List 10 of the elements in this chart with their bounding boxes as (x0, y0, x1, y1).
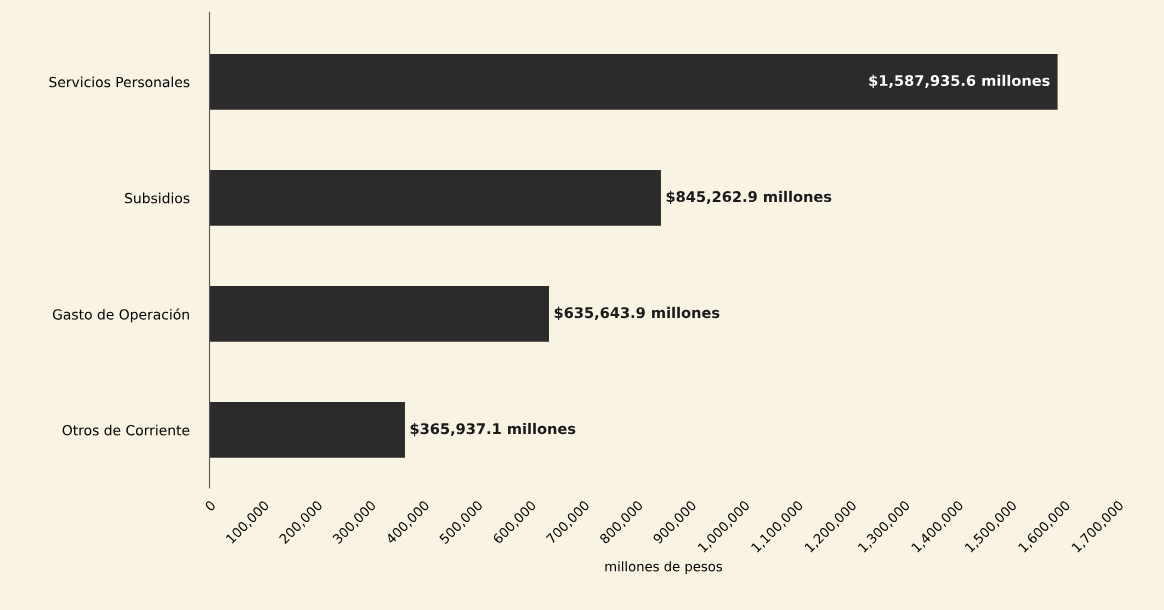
x-axis-title: millones de pesos (605, 561, 723, 574)
data-label: $365,937.1 millones (410, 422, 576, 437)
x-tick-label: 0 (204, 499, 217, 512)
y-tick-label: Subsidios (125, 192, 190, 204)
y-tick-label: Gasto de Operación (52, 308, 189, 323)
y-tick-label: Servicios Personales (49, 76, 190, 88)
y-tick-label: Otros de Corriente (62, 424, 190, 436)
data-label: $845,262.9 millones (666, 190, 832, 205)
data-label: $635,643.9 millones (554, 306, 720, 321)
data-label: $1,587,935.6 millones (869, 74, 1050, 88)
